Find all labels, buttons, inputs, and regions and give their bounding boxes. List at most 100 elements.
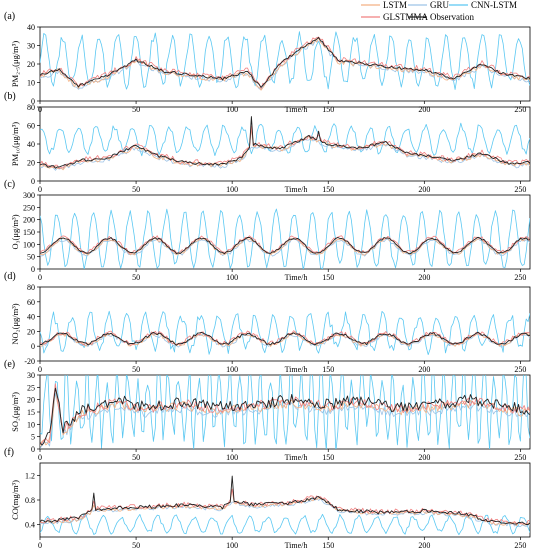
series-line-observation: [40, 475, 530, 525]
x-tick-label: 150: [322, 273, 334, 282]
x-tick-label: 200: [418, 453, 430, 462]
y-tick-label: 15: [27, 408, 35, 417]
x-tick-label: 200: [418, 185, 430, 194]
series-line-cnn-lstm: [40, 122, 530, 157]
x-tick-label: 100: [226, 273, 238, 282]
series-line-lstm: [40, 237, 530, 256]
series-line-lstm: [40, 488, 530, 527]
series-line-glstmma: [40, 36, 530, 89]
panel-label: (b): [4, 91, 16, 102]
x-tick-label: 0: [38, 541, 42, 550]
y-tick-label: 40: [27, 313, 35, 322]
y-tick-label: 5: [31, 433, 35, 442]
y-tick-label: 0: [31, 97, 35, 106]
y-tick-label: 1.2: [25, 471, 35, 480]
y-tick-label: 60: [27, 298, 35, 307]
x-tick-label: 150: [322, 105, 334, 114]
x-axis-label: Time/h: [285, 365, 308, 374]
x-tick-label: 50: [132, 453, 140, 462]
panel-label: (d): [4, 271, 16, 282]
series-line-cnn-lstm: [40, 208, 530, 269]
legend-label: GRU: [430, 0, 450, 10]
x-tick-label: 50: [132, 185, 140, 194]
y-tick-label: 0.8: [25, 496, 35, 505]
x-tick-label: 250: [514, 105, 526, 114]
plot-frame: [39, 462, 531, 538]
series-line-glstmma: [40, 488, 530, 525]
y-tick-label: 100: [23, 240, 35, 249]
x-tick-label: 200: [418, 105, 430, 114]
x-tick-label: 150: [322, 453, 334, 462]
y-tick-label: 10: [27, 79, 35, 88]
legend-label: CNN-LSTM: [471, 0, 517, 10]
series-line-observation: [40, 387, 530, 446]
x-axis-label: Time/h: [285, 541, 308, 550]
y-tick-label: 0: [31, 445, 35, 454]
y-tick-label: 20: [27, 396, 35, 405]
panel-label: (e): [4, 359, 15, 370]
series-line-lstm: [40, 127, 530, 171]
x-axis-label: Time/h: [285, 453, 308, 462]
x-tick-label: 200: [418, 273, 430, 282]
x-tick-label: 150: [322, 365, 334, 374]
y-tick-label: 80: [27, 103, 35, 112]
x-tick-label: 0: [38, 453, 42, 462]
series-line-gru: [40, 136, 530, 171]
x-tick-label: 0: [38, 185, 42, 194]
series-line-observation: [40, 36, 530, 88]
series-line-cnn-lstm: [40, 31, 530, 90]
y-tick-label: 60: [27, 122, 35, 131]
y-axis-label: SO₂(μg/m³): [10, 392, 20, 432]
y-tick-label: 0: [31, 265, 35, 274]
y-tick-label: 80: [27, 283, 35, 292]
y-tick-label: 0.4: [25, 521, 35, 530]
y-tick-label: 250: [23, 203, 35, 212]
series-line-gru: [40, 238, 530, 257]
chart-panel: 0.40.81.20 50 100 150 200 250Time/hCO(mg/m³)(…: [4, 447, 531, 550]
y-axis-label: CO(mg/m³): [10, 480, 20, 520]
series-line-observation: [40, 236, 530, 255]
y-tick-label: 20: [27, 327, 35, 336]
y-axis-label: NO₂(μg/m³): [10, 303, 20, 344]
y-tick-label: 0: [31, 342, 35, 351]
x-tick-label: 200: [418, 541, 430, 550]
series-line-cnn-lstm: [40, 375, 530, 449]
x-tick-label: 250: [514, 365, 526, 374]
y-tick-label: 40: [27, 23, 35, 32]
series-line-gru: [40, 40, 530, 90]
x-axis-label: Time/h: [285, 273, 308, 282]
x-tick-label: 100: [226, 185, 238, 194]
x-tick-label: 150: [322, 185, 334, 194]
panel-label: (a): [4, 11, 15, 22]
plot-frame: [39, 106, 531, 182]
legend: LSTM GRU CNN-LSTM GLSTMMA Observation: [361, 0, 517, 22]
x-axis-label: Time/h: [285, 105, 308, 114]
panel-label: (c): [4, 179, 15, 190]
x-tick-label: 250: [514, 541, 526, 550]
x-tick-label: 250: [514, 185, 526, 194]
x-tick-label: 0: [38, 273, 42, 282]
x-tick-label: 50: [132, 105, 140, 114]
y-tick-label: 25: [27, 383, 35, 392]
y-tick-label: 0: [31, 177, 35, 186]
y-axis-label: PM₁₀(μg/m³): [10, 122, 20, 166]
legend-label: LSTM: [383, 0, 407, 10]
x-tick-label: 150: [322, 541, 334, 550]
x-tick-label: 250: [514, 273, 526, 282]
y-tick-label: 40: [27, 140, 35, 149]
y-tick-label: 30: [27, 42, 35, 51]
panel-label: (f): [4, 447, 14, 458]
plot-frame: [39, 286, 531, 362]
x-tick-label: 50: [132, 365, 140, 374]
y-tick-label: 30: [27, 371, 35, 380]
y-tick-label: 20: [27, 159, 35, 168]
x-tick-label: 100: [226, 365, 238, 374]
x-tick-label: 0: [38, 365, 42, 374]
y-tick-label: -20: [24, 357, 35, 366]
x-tick-label: 50: [132, 273, 140, 282]
